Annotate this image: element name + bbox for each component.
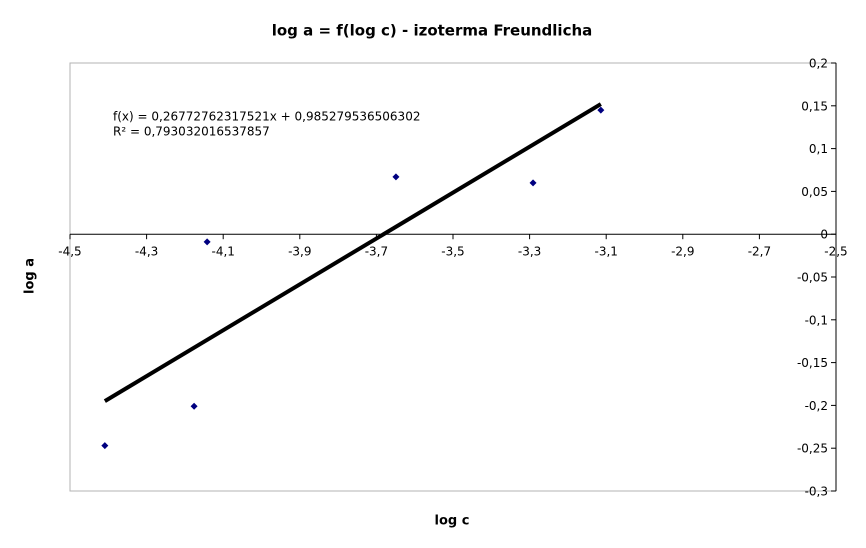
y-tick-label: -0,05 (797, 271, 828, 285)
y-tick-label: -0,2 (805, 399, 828, 413)
data-point (101, 442, 109, 450)
data-point (392, 173, 400, 181)
y-tick-label: 0,2 (809, 57, 828, 71)
y-tick-label: 0,1 (809, 142, 828, 156)
x-tick-label: -3,9 (288, 245, 311, 259)
data-point (203, 238, 211, 246)
x-tick-label: -3,5 (441, 245, 464, 259)
x-tick-label: -2,5 (824, 245, 847, 259)
x-tick-label: -3,3 (518, 245, 541, 259)
trendline-equation: f(x) = 0,26772762317521x + 0,98527953650… (113, 110, 420, 124)
trendline (103, 102, 602, 403)
y-tick-label: -0,25 (797, 442, 828, 456)
trendline-r-squared: R² = 0,793032016537857 (113, 125, 270, 139)
x-tick-label: -3,1 (594, 245, 617, 259)
x-tick-label: -4,1 (211, 245, 234, 259)
y-tick-label: -0,15 (797, 356, 828, 370)
x-tick-label: -2,9 (671, 245, 694, 259)
x-axis-title: log c (435, 514, 470, 529)
x-tick-label: -4,3 (135, 245, 158, 259)
y-axis-title: log a (23, 258, 38, 294)
x-tick-label: -4,5 (58, 245, 81, 259)
x-tick-label: -2,7 (748, 245, 771, 259)
y-tick-label: -0,3 (805, 485, 828, 499)
y-tick-label: 0 (820, 228, 828, 242)
data-point (190, 402, 198, 410)
data-point (529, 179, 537, 187)
y-tick-label: 0,05 (801, 185, 828, 199)
data-point (597, 106, 605, 114)
x-tick-label: -3,7 (365, 245, 388, 259)
chart-title: log a = f(log c) - izoterma Freundlicha (272, 22, 593, 40)
y-tick-label: 0,15 (801, 99, 828, 113)
y-tick-label: -0,1 (805, 313, 828, 327)
